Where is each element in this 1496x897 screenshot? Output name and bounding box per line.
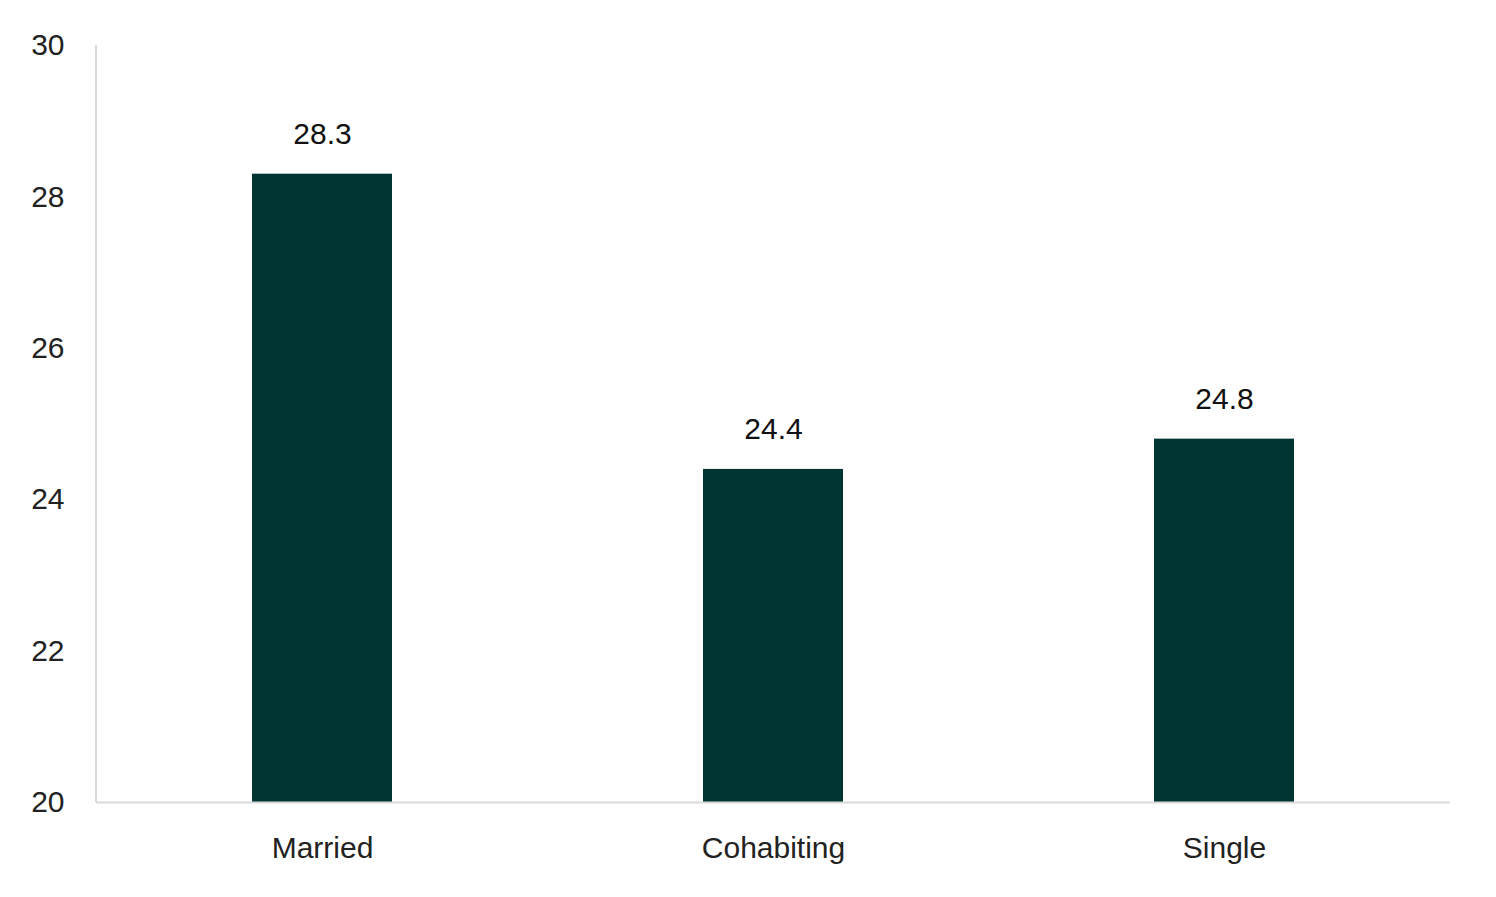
svg-text:Married: Married	[272, 831, 374, 864]
svg-text:20: 20	[31, 785, 64, 818]
svg-text:28: 28	[31, 180, 64, 213]
svg-text:Cohabiting: Cohabiting	[702, 831, 845, 864]
svg-text:24.8: 24.8	[1195, 382, 1253, 415]
svg-text:Single: Single	[1183, 831, 1266, 864]
svg-text:24: 24	[31, 482, 64, 515]
svg-text:26: 26	[31, 331, 64, 364]
svg-text:24.4: 24.4	[744, 412, 802, 445]
svg-text:22: 22	[31, 634, 64, 667]
svg-text:30: 30	[31, 28, 64, 61]
svg-text:28.3: 28.3	[293, 117, 351, 150]
